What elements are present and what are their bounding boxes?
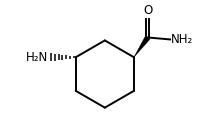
Text: O: O [143,4,152,17]
Text: NH₂: NH₂ [171,33,193,46]
Polygon shape [134,36,150,57]
Text: H₂N: H₂N [26,51,48,64]
